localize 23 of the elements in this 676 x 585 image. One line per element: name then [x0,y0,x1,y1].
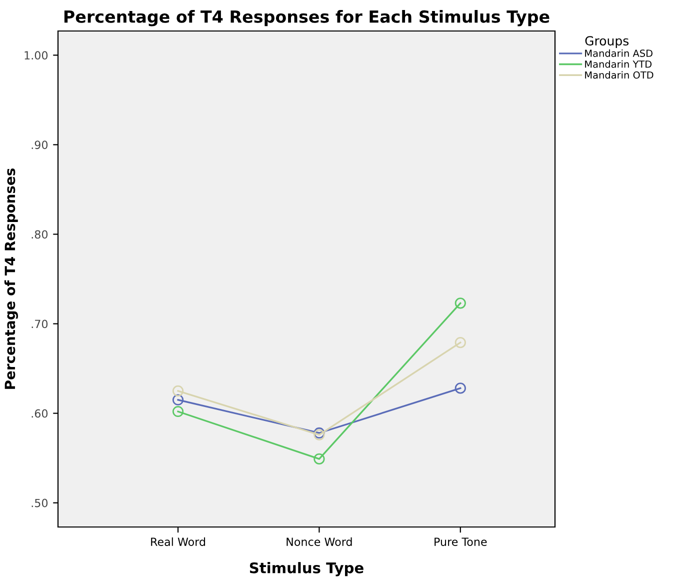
legend-label: Mandarin OTD [585,71,654,79]
point [172,394,184,406]
x-axis-title: Stimulus Type [250,562,364,576]
legend-title: Groups [585,36,629,48]
point [454,382,466,394]
y-tick-label: .50 [32,498,48,508]
y-axis-title: Percentage of T4 Responses [4,168,18,389]
y-tick-label: .80 [32,230,48,239]
point [172,385,184,396]
y-tick-label: .60 [32,409,48,418]
legend-label: Mandarin ASD [585,49,652,57]
x-tick-label: Nonce Word [286,537,352,546]
point [454,298,466,309]
point [454,337,466,348]
point [172,406,184,418]
legend-label: Mandarin YTD [585,60,652,68]
y-tick-label: 1.00 [24,51,48,60]
y-tick-label: .70 [32,320,48,328]
x-tick-label: Real Word [151,537,206,546]
point [314,453,325,465]
x-tick-label: Pure Tone [434,538,487,546]
y-tick-label: .90 [32,140,48,150]
chart-title: Percentage of T4 Responses for Each Stimulus Type [64,10,550,26]
